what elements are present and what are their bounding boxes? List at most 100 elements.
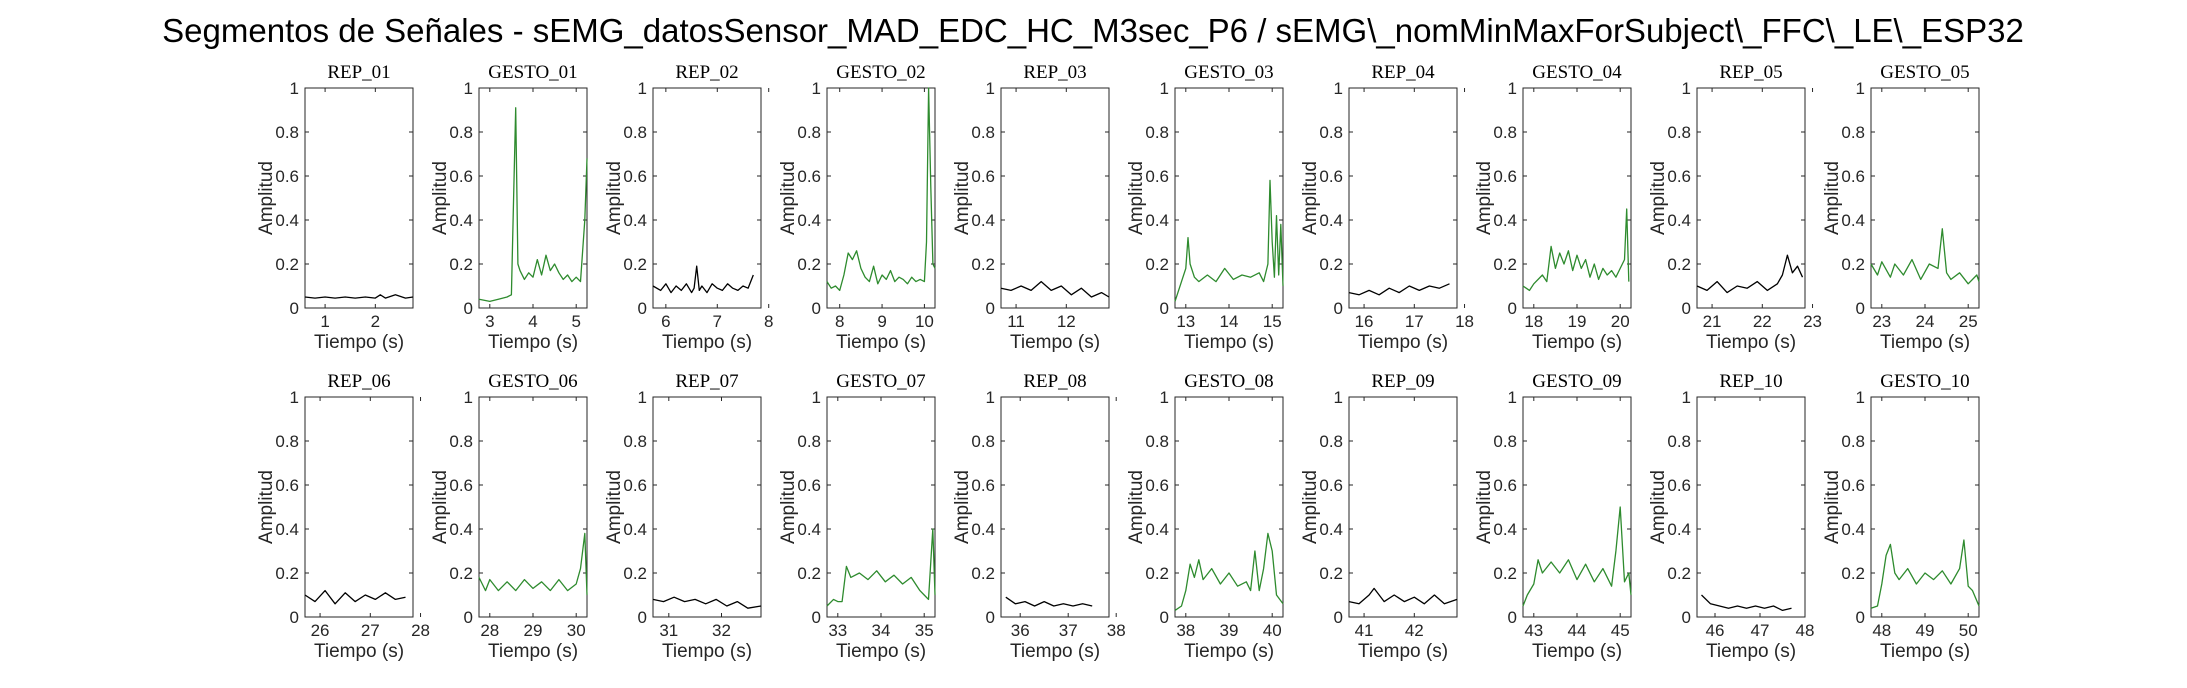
y-tick-label: 0.6 [1493, 476, 1517, 495]
subplot-title: REP_05 [1719, 62, 1782, 83]
subplot-title: REP_01 [327, 62, 390, 83]
x-tick-label: 23 [1872, 312, 1891, 331]
x-tick-label: 49 [1916, 621, 1935, 640]
y-tick-label: 0 [812, 299, 821, 318]
y-tick-label: 0 [464, 608, 473, 627]
y-tick-label: 0.6 [971, 476, 995, 495]
y-tick-label: 1 [1682, 79, 1691, 98]
y-tick-label: 0.4 [971, 520, 995, 539]
y-tick-label: 0.4 [971, 211, 995, 230]
y-tick-label: 0.6 [1319, 476, 1343, 495]
y-axis-label: Amplitud [1126, 470, 1147, 544]
axes-box [1522, 396, 1632, 618]
y-tick-label: 0.6 [797, 167, 821, 186]
axes-box [1870, 87, 1980, 309]
y-tick-label: 0.6 [1145, 476, 1169, 495]
signal-line [478, 107, 588, 303]
signal-line [478, 532, 588, 596]
y-axis-label: Amplitud [778, 470, 799, 544]
y-tick-label: 0.8 [1841, 123, 1865, 142]
x-tick-label: 31 [659, 621, 678, 640]
x-tick-label: 29 [524, 621, 543, 640]
axes-box [1522, 87, 1632, 309]
x-tick-label: 17 [1405, 312, 1424, 331]
y-tick-label: 0.4 [449, 211, 473, 230]
y-tick-label: 0.4 [449, 520, 473, 539]
y-tick-label: 0.8 [1493, 123, 1517, 142]
x-axis-label: Tiempo (s) [1706, 332, 1796, 353]
y-axis-label: Amplitud [256, 161, 277, 235]
y-tick-label: 0.2 [623, 255, 647, 274]
subplot-title: REP_09 [1371, 371, 1434, 392]
x-tick-label: 27 [361, 621, 380, 640]
y-tick-label: 0 [1334, 299, 1343, 318]
y-tick-label: 0 [1508, 299, 1517, 318]
x-tick-label: 18 [1455, 312, 1474, 331]
y-tick-label: 0.6 [275, 167, 299, 186]
x-tick-label: 15 [1263, 312, 1282, 331]
y-tick-label: 0.4 [1841, 211, 1865, 230]
x-tick-label: 20 [1611, 312, 1630, 331]
subplot-title: GESTO_06 [488, 371, 577, 392]
x-axis-label: Tiempo (s) [1010, 641, 1100, 662]
x-axis-label: Tiempo (s) [1532, 332, 1622, 353]
y-tick-label: 1 [1856, 388, 1865, 407]
y-tick-label: 0.4 [1493, 520, 1517, 539]
x-axis-label: Tiempo (s) [1184, 641, 1274, 662]
y-tick-label: 0 [1334, 608, 1343, 627]
y-axis-label: Amplitud [430, 161, 451, 235]
x-tick-label: 44 [1568, 621, 1587, 640]
y-tick-label: 0 [638, 299, 647, 318]
x-tick-label: 30 [567, 621, 586, 640]
y-tick-label: 0.6 [449, 476, 473, 495]
y-tick-label: 0.6 [623, 167, 647, 186]
subplot-title: GESTO_08 [1184, 371, 1273, 392]
signal-line [304, 294, 414, 299]
axes-box [1174, 87, 1284, 309]
y-tick-label: 0.2 [971, 255, 995, 274]
y-tick-label: 0.8 [971, 123, 995, 142]
axes-box [1174, 396, 1284, 618]
axes-box [652, 396, 762, 618]
y-axis-label: Amplitud [952, 470, 973, 544]
axes-box [1000, 396, 1110, 618]
signal-line [1701, 594, 1792, 612]
y-tick-label: 0.4 [1319, 211, 1343, 230]
y-tick-label: 0 [1856, 608, 1865, 627]
y-tick-label: 0.4 [623, 520, 647, 539]
x-tick-label: 46 [1706, 621, 1725, 640]
signal-line [1174, 532, 1284, 611]
signal-line [1005, 596, 1093, 607]
y-axis-label: Amplitud [1648, 161, 1669, 235]
y-tick-label: 0 [986, 608, 995, 627]
y-tick-label: 0.6 [1667, 167, 1691, 186]
y-tick-label: 0.6 [1841, 476, 1865, 495]
y-axis-label: Amplitud [1126, 161, 1147, 235]
y-tick-label: 0 [290, 299, 299, 318]
y-tick-label: 0 [812, 608, 821, 627]
x-axis-label: Tiempo (s) [314, 332, 404, 353]
y-tick-label: 0.2 [971, 564, 995, 583]
subplot-title: GESTO_04 [1532, 62, 1622, 83]
x-tick-label: 41 [1355, 621, 1374, 640]
x-axis-label: Tiempo (s) [836, 332, 926, 353]
figure-title: Segmentos de Señales - sEMG_datosSensor_… [162, 12, 2024, 49]
y-tick-label: 0.4 [623, 211, 647, 230]
x-tick-label: 14 [1220, 312, 1239, 331]
x-tick-label: 23 [1803, 312, 1822, 331]
y-tick-label: 0.8 [275, 432, 299, 451]
y-tick-label: 0.8 [1667, 123, 1691, 142]
y-tick-label: 0.8 [1319, 432, 1343, 451]
y-tick-label: 1 [1334, 388, 1343, 407]
subplot-title: GESTO_09 [1532, 371, 1621, 392]
y-tick-label: 0.8 [797, 432, 821, 451]
y-tick-label: 1 [1682, 388, 1691, 407]
y-tick-label: 0.4 [275, 211, 299, 230]
axes-box [478, 396, 588, 618]
